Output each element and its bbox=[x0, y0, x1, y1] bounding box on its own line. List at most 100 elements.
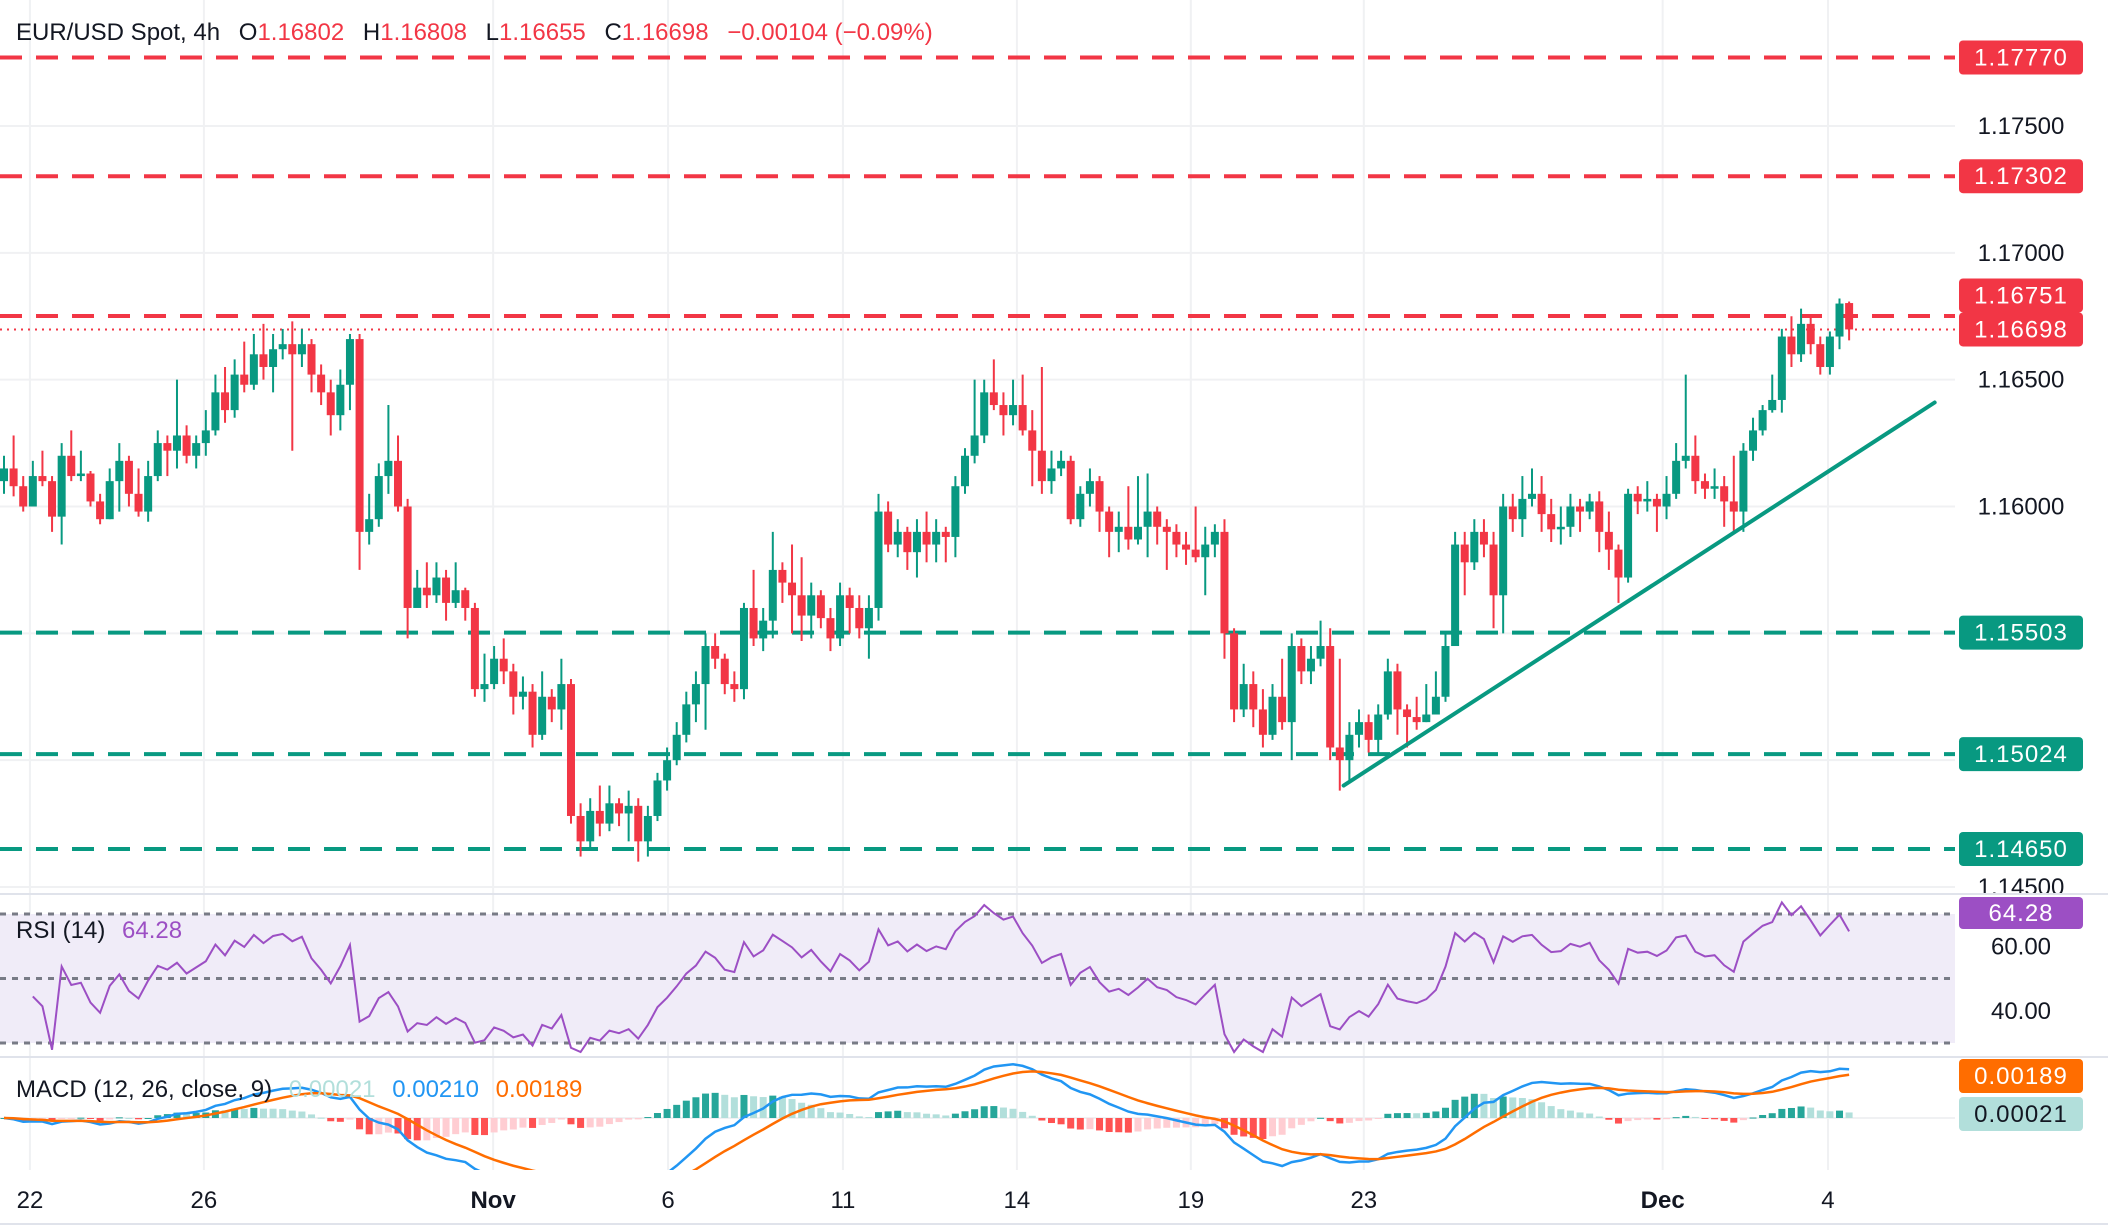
candle-body bbox=[595, 810, 604, 824]
candle bbox=[1191, 506, 1200, 563]
level-price-label-text: 1.16751 bbox=[1974, 282, 2068, 309]
candle bbox=[1845, 301, 1854, 341]
candle bbox=[1749, 417, 1758, 461]
candle bbox=[1518, 476, 1527, 537]
macd-histogram-bar bbox=[67, 1118, 75, 1119]
macd-histogram-bar bbox=[990, 1106, 998, 1118]
candle-body bbox=[826, 618, 835, 639]
macd-histogram-bar bbox=[1249, 1118, 1257, 1138]
level-price-label-text: 1.17302 bbox=[1974, 163, 2068, 190]
candle-body bbox=[1278, 696, 1287, 723]
candle-body bbox=[1624, 493, 1633, 578]
candle bbox=[1018, 374, 1027, 436]
candle-body bbox=[1556, 526, 1565, 530]
candle-body bbox=[1441, 646, 1450, 697]
candle-body bbox=[451, 590, 460, 603]
candle bbox=[86, 470, 95, 507]
candle-body bbox=[1652, 498, 1661, 507]
date-axis[interactable]: 22 26 Nov 6 11 14 19 23 Dec 4 bbox=[17, 1187, 1835, 1214]
macd-histogram-bar bbox=[894, 1110, 902, 1118]
candle bbox=[1009, 379, 1018, 426]
candle bbox=[297, 328, 306, 367]
macd-histogram-bar bbox=[529, 1118, 537, 1128]
candle bbox=[1547, 498, 1556, 543]
candle bbox=[1787, 316, 1796, 367]
macd-histogram-bar bbox=[106, 1118, 114, 1120]
candle-body bbox=[1489, 544, 1498, 596]
macd-histogram-bar bbox=[250, 1107, 258, 1118]
candle-body bbox=[1374, 714, 1383, 740]
macd-histogram-bar bbox=[1096, 1118, 1104, 1131]
macd-histogram-bar bbox=[692, 1097, 700, 1118]
macd-histogram-bar bbox=[509, 1118, 517, 1130]
candle bbox=[1057, 450, 1066, 477]
candle-body bbox=[1258, 709, 1267, 735]
candle bbox=[605, 785, 614, 832]
candle bbox=[615, 798, 624, 827]
macd-histogram-bar bbox=[1624, 1118, 1632, 1122]
macd-histogram-bar bbox=[1518, 1098, 1526, 1118]
price-tick-label: 1.16500 bbox=[1978, 367, 2065, 394]
candle-body bbox=[1105, 511, 1114, 532]
candle bbox=[1700, 473, 1709, 499]
macd-histogram-bar bbox=[432, 1118, 440, 1139]
candle bbox=[586, 798, 595, 849]
macd-histogram-bar bbox=[1115, 1118, 1123, 1133]
candle-body bbox=[38, 476, 47, 482]
candle-body bbox=[432, 577, 441, 596]
candle bbox=[1297, 638, 1306, 685]
candle-body bbox=[480, 684, 489, 690]
candle-body bbox=[172, 435, 181, 451]
candle-body bbox=[278, 344, 287, 350]
candle-body bbox=[442, 577, 451, 603]
candle-body bbox=[422, 587, 431, 596]
candle bbox=[1143, 473, 1152, 558]
candle-body bbox=[1383, 671, 1392, 715]
candle bbox=[1345, 722, 1354, 781]
macd-histogram-bar bbox=[346, 1118, 354, 1120]
macd-line-value: 0.00210 bbox=[392, 1076, 479, 1103]
date-tick-label: Dec bbox=[1641, 1187, 1685, 1214]
candle bbox=[1835, 298, 1844, 350]
candle-body bbox=[970, 435, 979, 456]
candle-body bbox=[1201, 544, 1210, 558]
candle bbox=[1258, 689, 1267, 748]
macd-histogram-bar bbox=[1509, 1097, 1517, 1118]
candle bbox=[1105, 506, 1114, 558]
candle bbox=[38, 450, 47, 487]
macd-histogram-bar bbox=[557, 1118, 565, 1120]
candle-body bbox=[470, 607, 479, 690]
candle-body bbox=[1777, 336, 1786, 400]
candle-body bbox=[1239, 684, 1248, 710]
macd-histogram-bar bbox=[1259, 1118, 1267, 1140]
candle-body bbox=[153, 443, 162, 477]
candle bbox=[1239, 663, 1248, 718]
candle-body bbox=[490, 658, 499, 685]
candle bbox=[1710, 468, 1719, 499]
macd-histogram-bar bbox=[1538, 1102, 1546, 1118]
candle-body bbox=[634, 805, 643, 842]
macd-histogram-bar bbox=[788, 1099, 796, 1118]
level-lines[interactable] bbox=[0, 55, 1955, 851]
macd-histogram-bar bbox=[1163, 1118, 1171, 1128]
candle-body bbox=[182, 435, 191, 456]
candle bbox=[951, 476, 960, 558]
candle bbox=[1383, 658, 1392, 720]
candle-body bbox=[1297, 646, 1306, 672]
macd-histogram-bar bbox=[1278, 1118, 1286, 1135]
price-axis[interactable]: 1.17500 1.17000 1.16500 1.16000 1.14500 1.177… bbox=[1959, 40, 2083, 902]
macd-histogram-bar bbox=[288, 1110, 296, 1118]
candle bbox=[864, 595, 873, 659]
candle bbox=[989, 359, 998, 411]
candle bbox=[1595, 491, 1604, 553]
candle bbox=[1066, 455, 1075, 525]
candle-body bbox=[413, 587, 422, 608]
candle bbox=[221, 366, 230, 423]
macd-signal-badge-text: 0.00189 bbox=[1974, 1063, 2068, 1090]
macd-histogram-bar bbox=[1047, 1118, 1055, 1124]
trendline[interactable] bbox=[1341, 400, 1937, 788]
macd-histogram-bar bbox=[365, 1118, 373, 1135]
level-price-label: 1.17770 bbox=[1959, 40, 2083, 75]
candle-body bbox=[922, 531, 931, 545]
